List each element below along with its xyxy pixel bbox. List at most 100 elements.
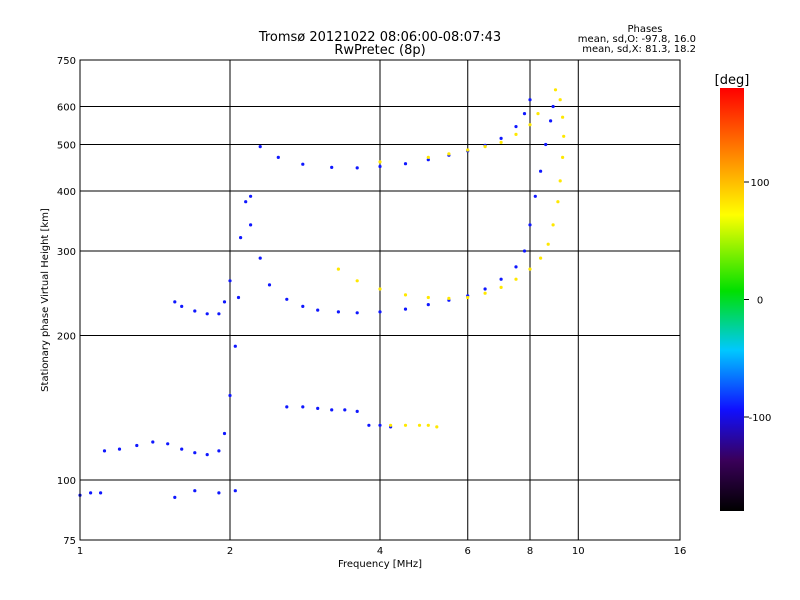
data-point <box>553 88 558 92</box>
data-point <box>528 267 532 271</box>
data-point <box>267 283 272 287</box>
data-point <box>551 223 555 227</box>
data-point <box>193 451 197 455</box>
data-point <box>426 158 430 162</box>
data-point <box>403 423 408 427</box>
data-point <box>89 491 93 495</box>
data-point <box>447 152 451 156</box>
data-point <box>549 119 553 123</box>
x-tick-label: 10 <box>572 546 585 557</box>
data-point <box>528 123 532 127</box>
data-point <box>180 447 184 451</box>
data-point <box>236 295 241 300</box>
data-point <box>217 491 221 495</box>
data-point <box>558 98 562 102</box>
data-point <box>378 287 382 291</box>
data-point <box>499 136 503 140</box>
data-point <box>117 447 122 451</box>
data-point <box>355 311 359 315</box>
data-point <box>378 423 382 427</box>
data-point <box>135 443 139 448</box>
data-point <box>151 440 155 444</box>
y-axis-label: Stationary phase Virtual Height [km] <box>40 208 51 392</box>
data-point <box>222 300 227 304</box>
data-point <box>417 423 422 427</box>
y-tick-label: 500 <box>57 141 76 152</box>
chart-subtitle: RwPretec (8p) <box>334 43 425 58</box>
data-point <box>556 200 560 204</box>
data-point <box>285 405 289 409</box>
data-point <box>403 162 408 166</box>
data-point <box>336 310 340 314</box>
data-point <box>193 489 197 493</box>
colorbar-label: [deg] <box>715 73 750 88</box>
phases-legend-title: Phases <box>627 24 662 35</box>
data-point <box>367 423 371 427</box>
data-points <box>78 88 566 499</box>
data-point <box>102 449 107 453</box>
data-point <box>316 406 320 410</box>
data-point <box>205 453 209 457</box>
colorbar <box>720 88 744 511</box>
data-point <box>249 194 253 198</box>
data-point <box>336 267 340 271</box>
data-point <box>258 256 262 260</box>
y-tick-label: 200 <box>57 332 76 343</box>
y-tick-label: 600 <box>57 103 76 114</box>
y-tick-label: 300 <box>57 247 76 258</box>
data-point <box>228 279 232 283</box>
data-point <box>258 145 262 149</box>
data-point <box>233 344 237 348</box>
data-point <box>233 489 237 493</box>
data-point <box>378 160 382 164</box>
data-point <box>217 312 221 316</box>
grid <box>79 59 681 541</box>
data-point <box>539 256 543 260</box>
y-tick-label: 400 <box>57 187 76 198</box>
data-point <box>522 249 527 253</box>
colorbar-tick-label: -100 <box>749 413 772 424</box>
x-tick-label: 8 <box>527 546 533 557</box>
data-point <box>301 405 305 409</box>
y-tick-label: 750 <box>57 56 76 67</box>
data-point <box>561 115 565 119</box>
x-axis-label: Frequency [MHz] <box>338 559 422 570</box>
data-point <box>276 155 280 159</box>
data-point <box>551 104 555 109</box>
data-point <box>499 140 503 144</box>
data-point <box>99 491 103 495</box>
data-point <box>173 495 177 499</box>
data-point <box>558 179 562 183</box>
chart-title: Tromsø 20121022 08:06:00-08:07:43 <box>258 30 501 45</box>
data-point <box>330 408 334 412</box>
data-point <box>466 295 470 300</box>
y-tick-label: 75 <box>63 536 76 547</box>
data-point <box>528 223 532 227</box>
data-point <box>528 98 532 102</box>
data-point <box>180 304 184 308</box>
x-tick-label: 4 <box>377 546 383 557</box>
data-point <box>249 223 253 227</box>
data-point <box>378 164 382 169</box>
y-axis: 75 100 200 300 400 500 600 750 <box>57 56 76 547</box>
phases-legend-x: mean, sd,X: 81.3, 18.2 <box>582 44 696 55</box>
data-point <box>355 166 359 170</box>
data-point <box>483 291 487 295</box>
data-point <box>466 148 470 152</box>
data-point <box>222 431 227 436</box>
data-point <box>343 408 347 412</box>
data-point <box>166 442 170 446</box>
data-point <box>355 279 359 283</box>
data-point <box>193 309 197 313</box>
colorbar-ticks: 100 0 -100 <box>744 178 771 424</box>
x-tick-label: 2 <box>227 546 233 557</box>
data-point <box>514 125 518 129</box>
data-point <box>426 295 430 300</box>
data-point <box>483 145 487 149</box>
data-point <box>514 132 518 136</box>
data-point <box>499 277 503 281</box>
y-tick-label: 100 <box>57 476 76 487</box>
data-point <box>403 307 408 311</box>
data-point <box>239 236 243 240</box>
